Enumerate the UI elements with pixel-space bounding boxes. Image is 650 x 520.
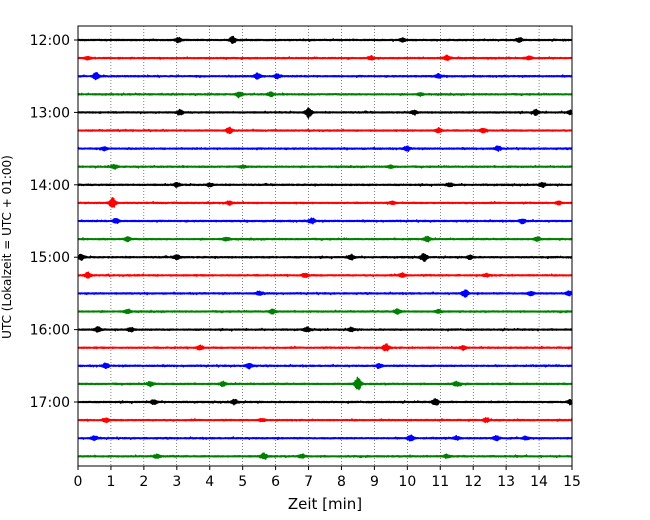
trace-line (77, 197, 573, 208)
x-tick-label: 3 (172, 474, 181, 490)
x-tick-label: 11 (431, 474, 449, 490)
trace-line (77, 126, 573, 135)
x-tick-label: 9 (370, 474, 379, 490)
trace-line (77, 91, 573, 99)
trace-line (77, 107, 573, 119)
trace-line (77, 452, 573, 460)
x-tick-label: 14 (530, 474, 548, 490)
trace-line (77, 163, 573, 170)
trace-line (77, 289, 573, 298)
x-tick-label: 4 (205, 474, 214, 490)
x-tick-label: 13 (497, 474, 515, 490)
y-axis-label: UTC (Lokalzeit = UTC + 01:00) (0, 155, 14, 339)
trace-line (77, 181, 573, 189)
trace-line (77, 308, 573, 315)
trace-line (77, 376, 573, 391)
y-tick-label: 13:00 (30, 105, 70, 121)
y-tick-label: 12:00 (30, 33, 70, 49)
trace-line (77, 145, 573, 152)
y-tick-label: 16:00 (30, 323, 70, 339)
y-tick-label: 15:00 (30, 250, 70, 266)
trace-line (77, 362, 573, 370)
y-tick-label: 17:00 (30, 395, 70, 411)
x-tick-label: 5 (238, 474, 247, 490)
trace-line (77, 35, 573, 45)
plot-frame (77, 25, 573, 467)
y-axis: 12:00 13:00 14:00 15:00 16:00 17:00 (30, 33, 78, 411)
trace-line (77, 252, 573, 262)
x-tick-label: 6 (271, 474, 280, 490)
trace-line (77, 72, 573, 81)
y-tick-label: 14:00 (30, 178, 70, 194)
trace-line (77, 54, 573, 62)
x-tick-label: 8 (337, 474, 346, 490)
x-axis-label: Zeit [min] (288, 495, 362, 513)
x-tick-label: 1 (106, 474, 115, 490)
trace-line (77, 417, 573, 424)
trace-line (77, 271, 573, 279)
trace-line (77, 343, 573, 352)
x-tick-label: 2 (139, 474, 148, 490)
x-tick-label: 7 (304, 474, 313, 490)
trace-line (77, 217, 573, 225)
x-tick-label: 12 (464, 474, 482, 490)
x-axis: 0 1 2 3 4 5 6 7 8 9 10 11 12 13 14 15 (74, 466, 581, 490)
trace-line (77, 235, 573, 243)
trace-group (77, 35, 573, 460)
x-tick-label: 0 (74, 474, 83, 490)
trace-line (77, 326, 573, 333)
plot-background (78, 26, 572, 466)
trace-line (77, 434, 573, 442)
grid-lines (110, 26, 540, 466)
x-tick-label: 10 (398, 474, 416, 490)
trace-line (77, 398, 573, 406)
x-tick-label: 15 (563, 474, 581, 490)
